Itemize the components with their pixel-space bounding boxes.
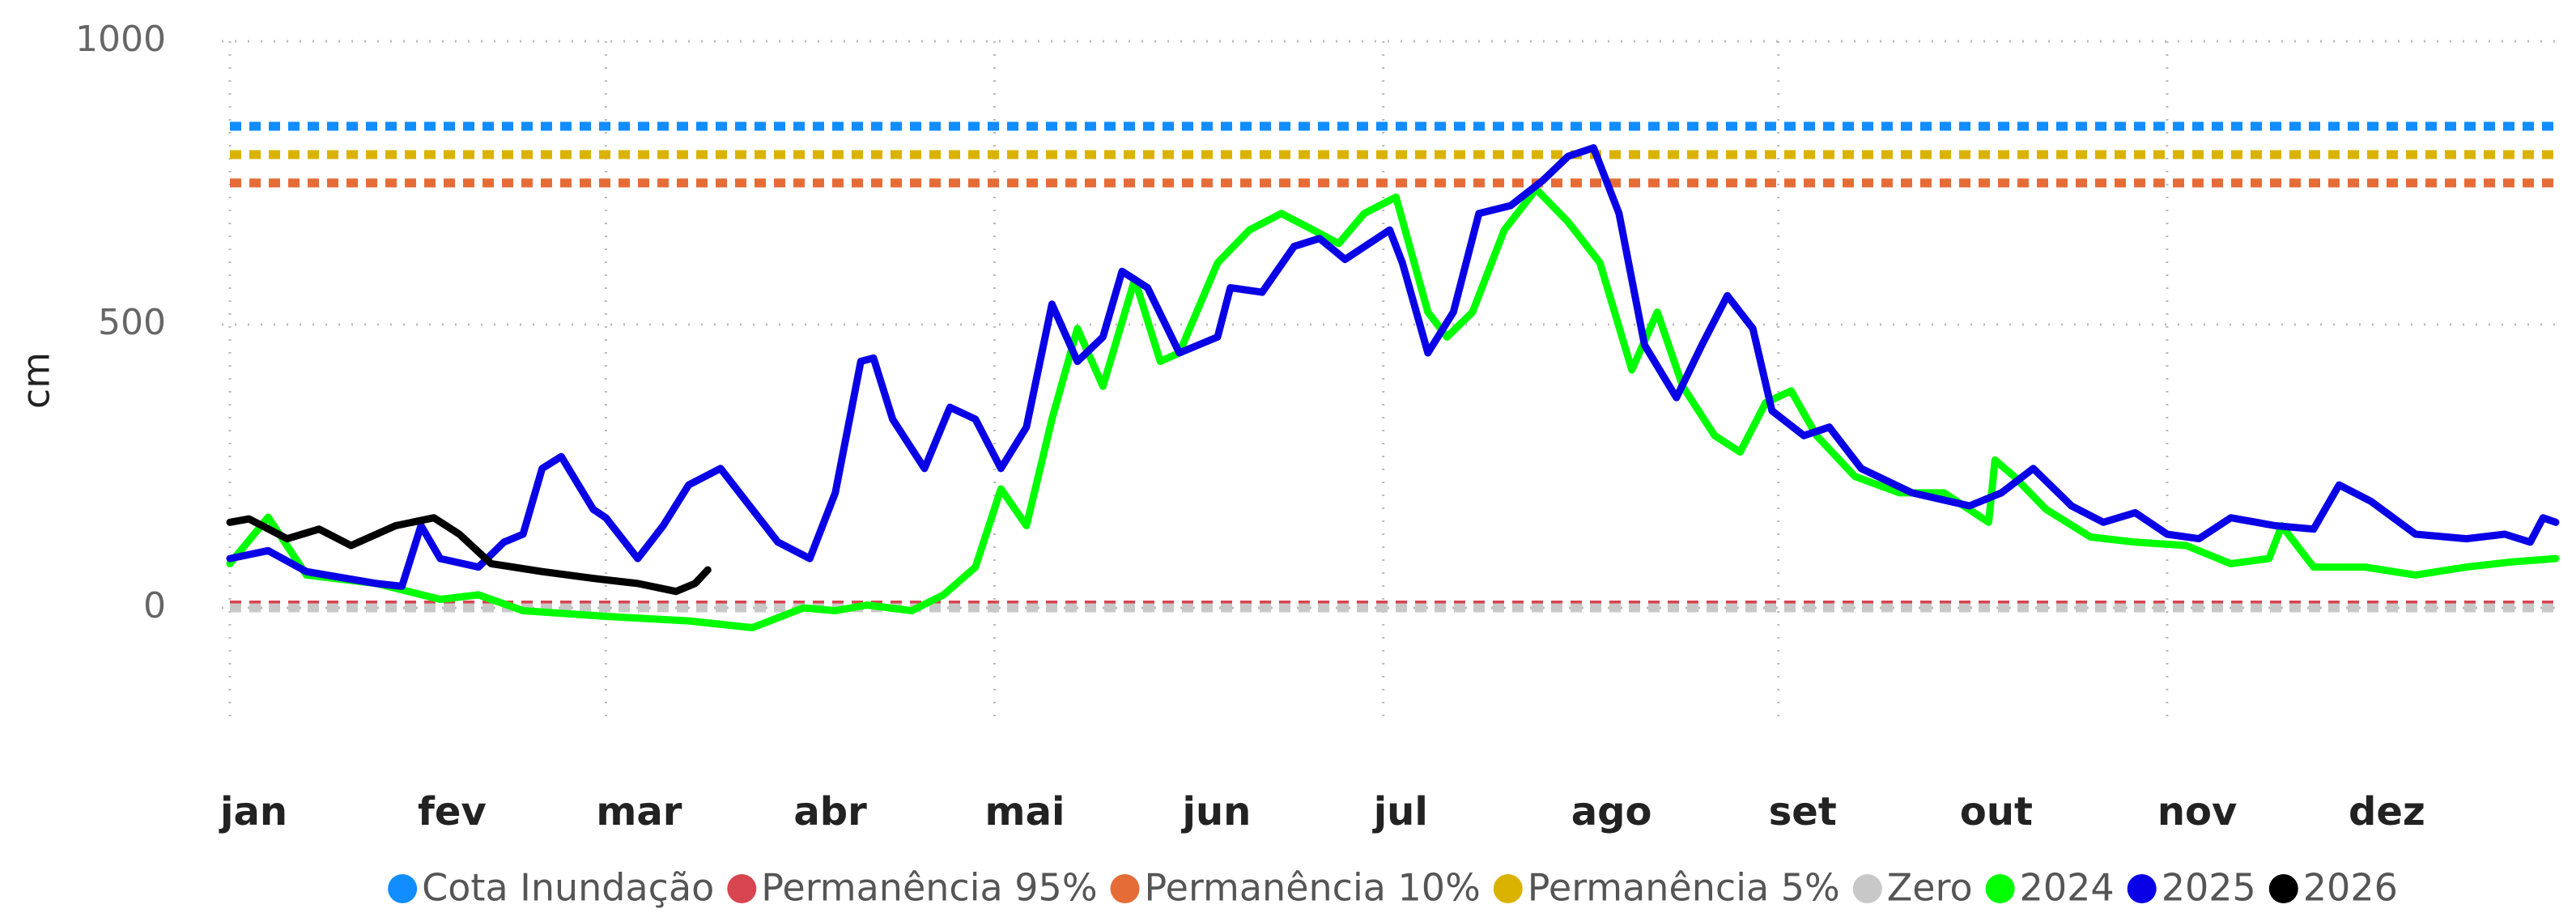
y-tick-label: 500 [98,302,166,343]
legend-marker [388,874,418,903]
x-tick-label: jan [219,789,287,834]
x-tick-label: set [1769,789,1837,834]
legend-label: Permanência 10% [1145,866,1481,910]
legend-label: Permanência 5% [1528,866,1840,910]
x-tick-label: nov [2157,789,2237,834]
legend-marker [2268,874,2298,903]
y-tick-label: 1000 [75,19,166,60]
legend-label: Zero [1887,866,1973,910]
x-tick-label: fev [418,789,487,834]
x-tick-label: ago [1571,789,1652,834]
series-line [226,185,2560,631]
x-tick-label: jun [1181,789,1252,834]
x-tick-label: jul [1372,789,1428,834]
x-tick-label: out [1960,789,2033,834]
x-tick-label: mai [985,789,1065,834]
legend-label: 2026 [2303,866,2398,910]
legend-label: 2025 [2162,866,2256,910]
legend-label: Permanência 95% [761,866,1097,910]
legend-label: 2024 [2020,866,2115,910]
legend-label: Cota Inundação [422,866,714,910]
series-line [226,514,712,596]
y-tick-label: 0 [143,585,166,626]
legend-marker [1110,874,1140,903]
legend-marker [1852,874,1882,903]
legend-marker [2127,874,2157,903]
x-tick-label: mar [596,789,682,834]
legend-marker [727,874,757,903]
y-axis-label: cm [15,352,58,409]
legend-marker [1493,874,1523,903]
legend: Cota Inundação Permanência 95% Permanência… [388,866,2398,910]
x-tick-label: dez [2349,789,2425,834]
series-line [226,144,2560,590]
legend-marker [1985,874,2015,903]
x-tick-label: abr [793,789,867,834]
